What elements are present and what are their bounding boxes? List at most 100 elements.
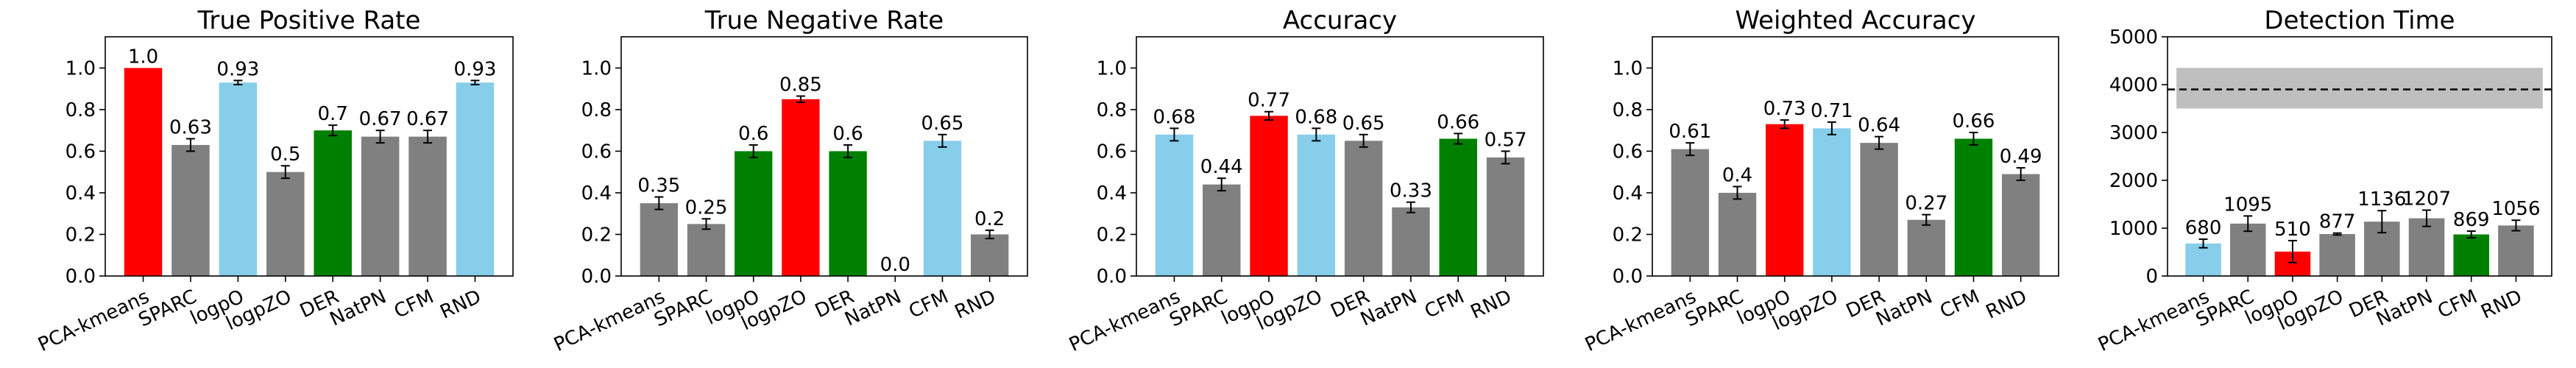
bar-logpZO (2319, 233, 2355, 276)
y-tick-label: 4000 (2109, 74, 2158, 96)
data-label: 0.66 (1437, 111, 1479, 133)
data-label: 0.68 (1153, 106, 1195, 128)
y-tick-label: 3000 (2109, 122, 2158, 144)
data-label: 0.71 (1811, 100, 1853, 122)
chart-title: Detection Time (2264, 6, 2455, 35)
data-label: 0.27 (1905, 193, 1947, 215)
data-label: 0.67 (359, 108, 402, 130)
y-tick-label: 0.6 (581, 141, 612, 163)
data-label: 0.63 (169, 116, 212, 138)
y-tick-label: 1000 (2109, 218, 2158, 240)
data-label: 1056 (2491, 198, 2540, 220)
y-tick-label: 0.8 (1613, 99, 1643, 121)
bar-PCA-kmeans (640, 203, 679, 276)
bar-SPARC (687, 224, 726, 276)
y-tick-label: 0.4 (581, 183, 612, 205)
data-label: 510 (2274, 219, 2311, 241)
bar-logpZO (1813, 128, 1851, 276)
axes-frame (1652, 36, 2059, 277)
bar-DER (314, 130, 352, 276)
x-tick-label: PCA-kmeans (1582, 286, 1699, 356)
bar-CFM (1439, 138, 1477, 276)
axes-frame (2167, 36, 2552, 277)
data-label: 1136 (2357, 188, 2406, 210)
data-label: 0.65 (921, 113, 964, 135)
bar-CFM (2453, 234, 2490, 276)
y-tick-label: 1.0 (1097, 57, 1127, 79)
data-label: 0.6 (738, 123, 768, 145)
data-label: 0.44 (1200, 156, 1243, 178)
x-tick-label: PCA-kmeans (1066, 286, 1183, 356)
x-tick-label: RND (1468, 286, 1515, 324)
axes-frame (105, 36, 514, 277)
y-tick-label: 0.8 (1097, 99, 1127, 121)
bar-DER (1344, 141, 1383, 276)
bar-NatPN (1907, 219, 1945, 276)
data-label: 0.33 (1390, 180, 1432, 202)
data-label: 680 (2185, 217, 2222, 239)
bar-SPARC (1203, 184, 1241, 276)
bar-logpO (219, 82, 258, 276)
data-label: 0.66 (1953, 110, 1995, 132)
y-tick-label: 0.0 (1613, 266, 1643, 288)
data-label: 0.85 (779, 74, 822, 96)
x-tick-label: RND (1983, 286, 2031, 324)
data-label: 0.64 (1858, 115, 1900, 137)
reference-band (2176, 68, 2543, 109)
y-tick-label: 0.2 (66, 224, 96, 246)
y-tick-label: 0.0 (66, 266, 96, 288)
bar-CFM (1954, 138, 1993, 276)
data-label: 0.49 (2000, 146, 2042, 168)
data-label: 0.5 (270, 144, 300, 166)
data-label: 0.6 (832, 123, 863, 145)
y-tick-label: 0.4 (1613, 183, 1643, 205)
data-label: 0.57 (1485, 129, 1527, 151)
axes-frame (1136, 36, 1544, 277)
data-label: 0.61 (1669, 121, 1711, 143)
data-label: 0.93 (454, 58, 497, 80)
data-label: 1095 (2223, 194, 2272, 216)
bar-logpO (1766, 124, 1804, 276)
data-label: 0.65 (1342, 113, 1385, 135)
bar-SPARC (2229, 223, 2266, 276)
data-label: 0.0 (880, 254, 910, 276)
bar-NatPN (2408, 218, 2445, 276)
y-tick-label: 1.0 (1613, 57, 1643, 79)
bar-RND (2498, 225, 2534, 276)
bar-RND (1486, 157, 1525, 276)
chart-title: Weighted Accuracy (1735, 6, 1976, 35)
bar-RND (970, 234, 1009, 276)
x-tick-label: RND (952, 286, 999, 324)
data-label: 0.4 (1722, 164, 1752, 186)
data-label: 0.7 (318, 103, 348, 125)
bar-PCA-kmeans (1155, 134, 1194, 276)
bar-PCA-kmeans (124, 68, 163, 277)
bar-CFM (408, 136, 447, 276)
y-tick-label: 0.4 (1097, 183, 1127, 205)
data-label: 1.0 (128, 46, 158, 68)
x-tick-label: RND (437, 286, 485, 324)
x-tick-label: PCA-kmeans (35, 286, 152, 356)
x-tick-label: CFM (1421, 286, 1468, 323)
x-tick-label: PCA-kmeans (551, 286, 668, 356)
bar-CFM (923, 141, 962, 276)
bar-logpZO (782, 99, 820, 276)
data-label: 0.77 (1248, 90, 1290, 112)
bar-logpZO (1297, 134, 1336, 276)
chart-title: Accuracy (1283, 6, 1397, 35)
x-tick-label: CFM (1936, 286, 1983, 323)
bar-logpZO (266, 171, 305, 276)
y-tick-label: 0.2 (581, 224, 612, 246)
data-label: 0.67 (406, 108, 449, 130)
data-label: 0.93 (216, 58, 259, 80)
bar-NatPN (361, 136, 400, 276)
chart-title: True Negative Rate (704, 6, 944, 35)
bar-DER (829, 151, 867, 276)
data-label: 0.73 (1763, 98, 1806, 120)
y-tick-label: 0.6 (66, 141, 96, 163)
bar-logpO (735, 151, 773, 276)
y-tick-label: 0.0 (1097, 266, 1127, 288)
bar-PCA-kmeans (2185, 243, 2221, 276)
